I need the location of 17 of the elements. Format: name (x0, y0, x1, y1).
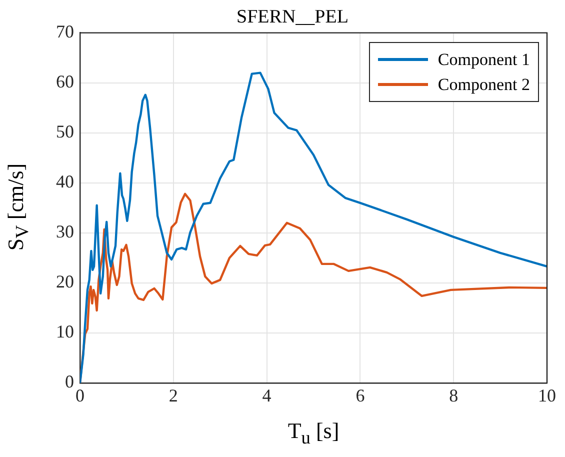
x-axis-title: T$_{u}$ [s] (286, 418, 340, 448)
y-tick-label: 0 (65, 372, 74, 392)
x-tick-label: 8 (449, 386, 458, 406)
y-tick-label: 10 (56, 322, 74, 342)
x-tick-label: 2 (168, 386, 178, 406)
y-tick-label: 20 (56, 272, 74, 292)
y-tick-label: 30 (56, 222, 74, 242)
y-tick-label: 70 (56, 22, 74, 42)
y-tick-label: 40 (56, 172, 74, 192)
legend-label: Component 1 (438, 49, 530, 71)
chart-title: SFERN__PEL (236, 6, 348, 28)
x-tick-label: 10 (538, 386, 556, 406)
x-tick-label: 6 (356, 386, 365, 406)
y-tick-label: 60 (56, 72, 74, 92)
y-tick-label: 50 (56, 122, 74, 142)
legend-label: Component 2 (438, 74, 530, 96)
x-tick-label: 4 (262, 386, 272, 406)
